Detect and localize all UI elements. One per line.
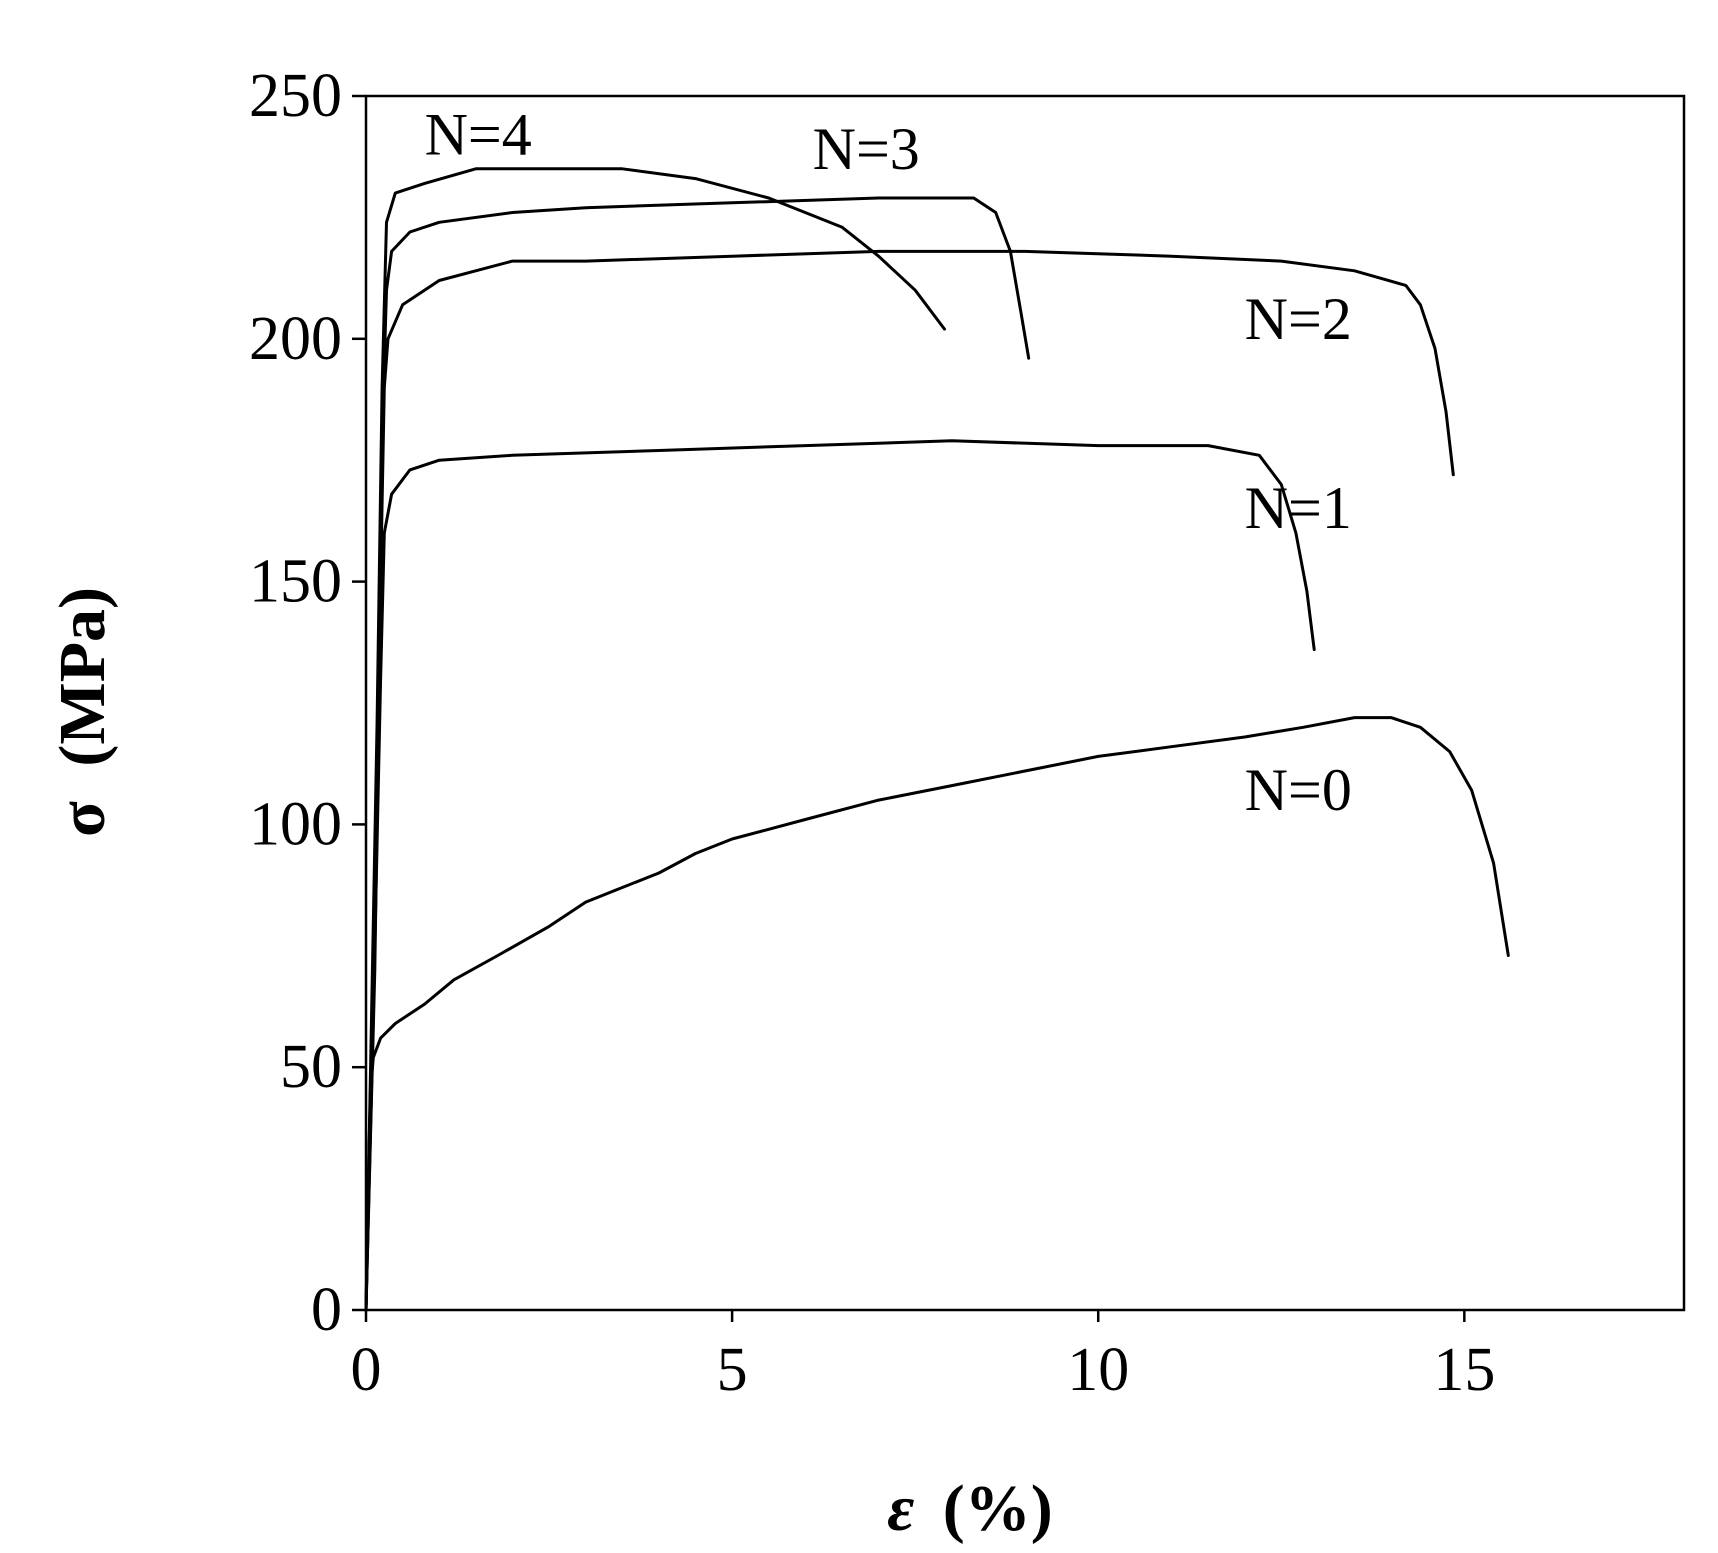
y-axis-unit: (MPa) <box>46 587 119 767</box>
x-axis-symbol: ε <box>887 1472 914 1545</box>
series-curve-n3 <box>364 196 1031 1312</box>
y-tick-label: 50 <box>280 1033 342 1101</box>
x-tick-label: 10 <box>1067 1336 1129 1404</box>
series-labels: N=0 N=1 N=2 N=3 N=4 <box>425 101 1352 823</box>
series-label-n1: N=1 <box>1245 475 1352 541</box>
y-tick-label: 150 <box>249 548 342 616</box>
plot-frame <box>364 94 1686 1312</box>
series-label-n4: N=4 <box>425 101 532 167</box>
y-tick-label: 200 <box>249 305 342 373</box>
series-label-n2: N=2 <box>1245 286 1352 352</box>
series-curve-n0 <box>364 716 1510 1312</box>
x-tick-label: 15 <box>1433 1336 1495 1404</box>
x-axis-label: ε (%) <box>887 1472 1053 1545</box>
y-tick-label: 0 <box>311 1276 342 1344</box>
x-axis-unit: (%) <box>943 1472 1053 1545</box>
series-label-n3: N=3 <box>813 116 920 182</box>
y-tick-label: 250 <box>249 62 342 130</box>
series-label-n0: N=0 <box>1245 757 1352 823</box>
x-tick-label: 0 <box>351 1336 382 1404</box>
y-axis-label: σ (MPa) <box>46 587 119 837</box>
series-curve-n4 <box>364 167 946 1312</box>
series-curve-n1 <box>364 439 1316 1312</box>
y-axis-symbol: σ <box>46 801 119 837</box>
y-tick-label: 100 <box>249 790 342 858</box>
series-curves <box>364 167 1510 1312</box>
x-tick-label: 5 <box>717 1336 748 1404</box>
